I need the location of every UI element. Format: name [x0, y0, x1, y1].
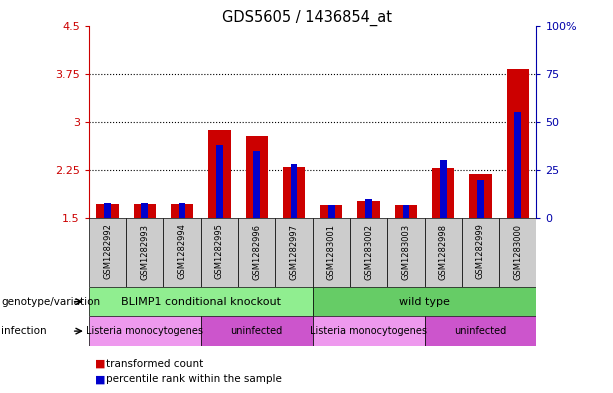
Bar — [253, 151, 260, 218]
Text: GSM1282999: GSM1282999 — [476, 224, 485, 279]
Text: GSM1282993: GSM1282993 — [140, 224, 150, 279]
Text: GSM1282996: GSM1282996 — [252, 224, 261, 279]
Text: genotype/variation: genotype/variation — [1, 297, 101, 307]
Bar — [126, 218, 164, 287]
Bar — [395, 205, 417, 218]
Bar — [365, 199, 372, 218]
Bar — [499, 218, 536, 287]
Text: wild type: wild type — [399, 297, 450, 307]
Text: GSM1282994: GSM1282994 — [178, 224, 186, 279]
Text: GSM1282997: GSM1282997 — [289, 224, 299, 279]
Bar — [424, 218, 462, 287]
Bar — [313, 316, 424, 346]
Bar — [245, 136, 268, 218]
Bar — [432, 168, 454, 218]
Text: Listeria monocytogenes: Listeria monocytogenes — [310, 326, 427, 336]
Bar — [104, 203, 111, 218]
Bar — [328, 205, 335, 218]
Bar — [357, 202, 380, 218]
Text: GSM1283002: GSM1283002 — [364, 224, 373, 279]
Text: infection: infection — [1, 326, 47, 336]
Bar — [201, 316, 313, 346]
Bar — [238, 218, 275, 287]
Bar — [179, 203, 186, 218]
Bar — [424, 316, 536, 346]
Bar — [171, 204, 193, 218]
Text: GDS5605 / 1436854_at: GDS5605 / 1436854_at — [221, 10, 392, 26]
Bar — [477, 180, 484, 218]
Bar — [462, 218, 499, 287]
Bar — [403, 205, 409, 218]
Bar — [142, 203, 148, 218]
Bar — [89, 218, 126, 287]
Text: ■: ■ — [95, 374, 105, 384]
Bar — [313, 218, 350, 287]
Text: uninfected: uninfected — [454, 326, 506, 336]
Text: GSM1282998: GSM1282998 — [439, 224, 447, 279]
Bar — [164, 218, 200, 287]
Bar — [387, 218, 424, 287]
Text: GSM1282992: GSM1282992 — [103, 224, 112, 279]
Text: GSM1282995: GSM1282995 — [215, 224, 224, 279]
Bar — [470, 174, 492, 218]
Text: GSM1283000: GSM1283000 — [513, 224, 522, 279]
Bar — [134, 204, 156, 218]
Bar — [514, 112, 521, 218]
Bar — [89, 287, 313, 316]
Text: ■: ■ — [95, 358, 105, 369]
Text: transformed count: transformed count — [106, 358, 204, 369]
Bar — [275, 218, 313, 287]
Bar — [216, 145, 223, 218]
Bar — [291, 164, 297, 218]
Text: BLIMP1 conditional knockout: BLIMP1 conditional knockout — [121, 297, 281, 307]
Bar — [506, 69, 529, 218]
Bar — [201, 218, 238, 287]
Text: GSM1283001: GSM1283001 — [327, 224, 336, 279]
Text: Listeria monocytogenes: Listeria monocytogenes — [86, 326, 204, 336]
Bar — [350, 218, 387, 287]
Bar — [313, 287, 536, 316]
Bar — [283, 167, 305, 218]
Bar — [208, 130, 230, 218]
Text: uninfected: uninfected — [230, 326, 283, 336]
Text: percentile rank within the sample: percentile rank within the sample — [106, 374, 282, 384]
Bar — [96, 204, 119, 218]
Text: GSM1283003: GSM1283003 — [402, 224, 410, 280]
Bar — [320, 205, 343, 218]
Bar — [440, 160, 446, 218]
Bar — [89, 316, 201, 346]
